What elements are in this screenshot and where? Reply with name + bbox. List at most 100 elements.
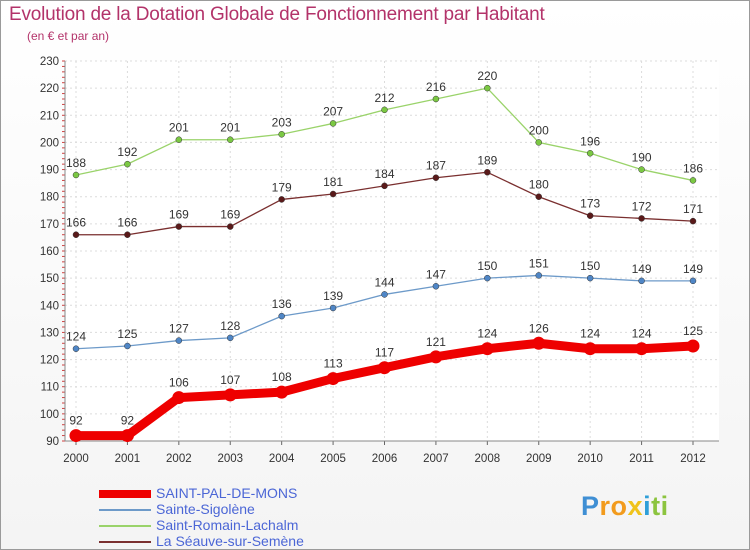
x-tick-label: 2009 xyxy=(526,453,552,465)
data-label-saint-romain-lachalm: 188 xyxy=(66,156,86,170)
data-point-sainte-sigolene xyxy=(586,274,594,282)
data-point-sainte-sigolene xyxy=(72,345,80,352)
data-label-saint-pal-de-mons: 117 xyxy=(375,346,394,360)
y-tick-label: 230 xyxy=(40,56,59,68)
data-point-saint-romain-lachalm xyxy=(689,177,697,184)
x-tick-label: 2003 xyxy=(217,453,243,465)
data-label-saint-romain-lachalm: 216 xyxy=(426,80,446,94)
data-label-saint-romain-lachalm: 200 xyxy=(529,123,549,137)
y-tick-label: 160 xyxy=(40,246,59,258)
data-point-saint-pal-de-mons xyxy=(275,385,289,399)
data-point-la-seauve-sur-semene xyxy=(124,231,131,238)
data-label-sainte-sigolene: 139 xyxy=(323,289,343,303)
y-tick-label: 180 xyxy=(40,192,59,204)
data-point-saint-pal-de-mons xyxy=(686,339,700,353)
data-point-la-seauve-sur-semene xyxy=(586,212,594,219)
brand-letter: i xyxy=(660,491,669,521)
data-point-saint-romain-lachalm xyxy=(72,171,80,179)
y-tick-label: 120 xyxy=(40,355,59,367)
data-point-saint-pal-de-mons xyxy=(69,429,83,443)
brand-letter: x xyxy=(627,491,644,521)
data-point-sainte-sigolene xyxy=(432,283,440,290)
data-label-saint-pal-de-mons: 106 xyxy=(169,376,189,390)
data-point-saint-romain-lachalm xyxy=(175,136,183,143)
data-point-saint-romain-lachalm xyxy=(484,84,491,92)
data-point-saint-romain-lachalm xyxy=(432,95,440,103)
data-label-sainte-sigolene: 128 xyxy=(220,319,240,333)
data-label-sainte-sigolene: 149 xyxy=(632,262,652,276)
data-point-la-seauve-sur-semene xyxy=(175,223,183,230)
brand-letter: o xyxy=(610,491,628,521)
legend-label: SAINT-PAL-DE-MONS xyxy=(156,485,298,501)
data-label-sainte-sigolene: 125 xyxy=(117,327,137,341)
data-point-saint-pal-de-mons xyxy=(223,388,237,402)
data-label-sainte-sigolene: 150 xyxy=(477,259,497,273)
brand-letter: i xyxy=(643,491,652,521)
data-label-saint-pal-de-mons: 113 xyxy=(324,357,343,371)
data-point-la-seauve-sur-semene xyxy=(227,223,234,230)
data-point-sainte-sigolene xyxy=(329,304,337,312)
x-tick-label: 2002 xyxy=(166,453,192,465)
data-label-saint-romain-lachalm: 190 xyxy=(632,151,652,165)
data-point-saint-pal-de-mons xyxy=(635,342,649,356)
brand-letter: r xyxy=(599,491,611,521)
y-tick-label: 150 xyxy=(40,273,59,285)
data-point-la-seauve-sur-semene xyxy=(638,215,645,222)
data-point-sainte-sigolene xyxy=(535,272,542,279)
legend-swatch xyxy=(99,509,151,511)
data-point-la-seauve-sur-semene xyxy=(535,193,542,200)
data-label-sainte-sigolene: 150 xyxy=(580,259,600,273)
data-label-saint-pal-de-mons: 92 xyxy=(121,414,135,428)
data-label-saint-romain-lachalm: 201 xyxy=(220,121,240,135)
data-label-saint-pal-de-mons: 124 xyxy=(477,327,497,341)
data-point-saint-romain-lachalm xyxy=(124,160,131,168)
data-point-la-seauve-sur-semene xyxy=(381,182,388,190)
data-label-sainte-sigolene: 127 xyxy=(169,322,189,336)
data-label-saint-romain-lachalm: 212 xyxy=(374,91,394,105)
data-point-la-seauve-sur-semene xyxy=(689,217,697,225)
x-tick-label: 2004 xyxy=(269,453,295,465)
data-label-saint-pal-de-mons: 107 xyxy=(220,373,240,387)
x-tick-label: 2008 xyxy=(475,453,501,465)
data-point-la-seauve-sur-semene xyxy=(484,169,491,176)
data-point-saint-pal-de-mons xyxy=(326,372,340,386)
data-label-la-seauve-sur-semene: 172 xyxy=(632,199,652,213)
x-tick-label: 2000 xyxy=(63,453,89,465)
data-label-saint-pal-de-mons: 124 xyxy=(580,327,600,341)
chart-title: Evolution de la Dotation Globale de Fonc… xyxy=(9,4,545,25)
data-point-sainte-sigolene xyxy=(278,312,285,320)
data-label-la-seauve-sur-semene: 181 xyxy=(323,175,343,189)
data-label-saint-romain-lachalm: 192 xyxy=(117,145,137,159)
y-tick-label: 190 xyxy=(40,165,59,177)
data-label-sainte-sigolene: 151 xyxy=(529,256,549,270)
data-point-saint-romain-lachalm xyxy=(278,131,285,138)
data-label-sainte-sigolene: 136 xyxy=(272,297,292,311)
legend-label: Sainte-Sigolène xyxy=(156,501,255,517)
data-point-saint-romain-lachalm xyxy=(381,106,388,114)
data-label-sainte-sigolene: 144 xyxy=(374,275,394,289)
brand-text: Proxiti xyxy=(581,491,669,521)
data-label-la-seauve-sur-semene: 189 xyxy=(477,153,497,167)
data-point-saint-pal-de-mons xyxy=(583,342,597,356)
data-label-la-seauve-sur-semene: 173 xyxy=(580,197,600,211)
data-label-la-seauve-sur-semene: 179 xyxy=(272,180,292,194)
x-tick-label: 2011 xyxy=(629,453,654,465)
data-label-saint-pal-de-mons: 125 xyxy=(683,324,703,338)
data-point-saint-romain-lachalm xyxy=(535,139,542,146)
data-label-la-seauve-sur-semene: 166 xyxy=(66,216,86,230)
data-point-sainte-sigolene xyxy=(638,277,645,285)
data-point-saint-romain-lachalm xyxy=(638,166,645,173)
data-point-saint-pal-de-mons xyxy=(378,361,391,375)
x-tick-label: 2010 xyxy=(577,453,603,465)
y-tick-label: 170 xyxy=(40,219,59,231)
data-label-sainte-sigolene: 124 xyxy=(66,330,86,344)
y-tick-label: 220 xyxy=(40,83,59,95)
data-point-saint-romain-lachalm xyxy=(227,136,234,143)
data-point-saint-pal-de-mons xyxy=(532,336,546,350)
data-point-sainte-sigolene xyxy=(124,342,131,350)
x-tick-label: 2001 xyxy=(115,453,141,465)
data-label-saint-romain-lachalm: 201 xyxy=(169,121,189,135)
data-point-sainte-sigolene xyxy=(175,337,183,344)
